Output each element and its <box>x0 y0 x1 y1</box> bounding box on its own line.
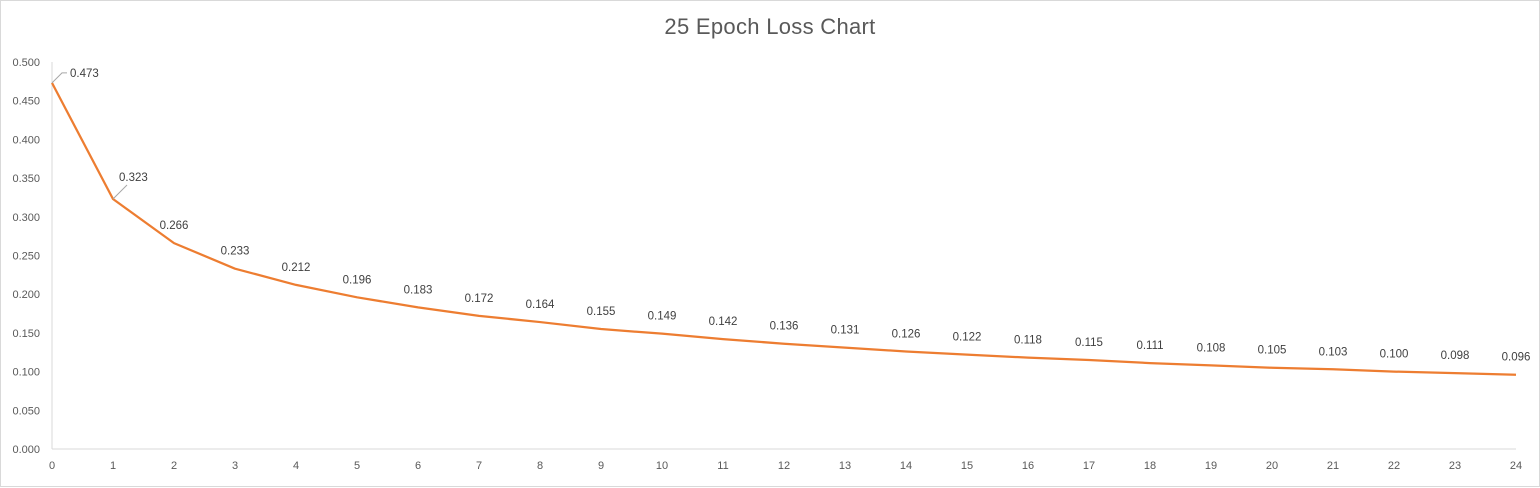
data-label: 0.172 <box>465 293 494 305</box>
data-label: 0.111 <box>1136 340 1163 352</box>
x-axis-tick-labels: 0 1 2 3 4 5 6 7 8 9 10 11 12 13 14 15 16 17 18 19 20 21 22 23 24 <box>49 460 1522 472</box>
x-tick-label: 13 <box>839 460 851 472</box>
data-label: 0.118 <box>1014 335 1042 347</box>
x-tick-label: 17 <box>1083 460 1095 472</box>
data-labels: 0.473 0.323 0.266 0.233 0.212 0.196 0.183 0.172… <box>51 68 1531 364</box>
x-tick-label: 10 <box>656 460 668 472</box>
series-layer <box>51 82 1517 376</box>
x-tick-label: 12 <box>778 460 790 472</box>
data-label: 0.142 <box>709 316 738 328</box>
x-tick-label: 19 <box>1205 460 1217 472</box>
x-tick-label: 4 <box>293 460 299 472</box>
series-line <box>51 82 1517 376</box>
data-label: 0.266 <box>160 220 189 232</box>
x-tick-label: 11 <box>717 460 728 472</box>
y-tick-label: 0.500 <box>12 57 40 69</box>
data-label: 0.233 <box>221 246 250 258</box>
leader-line <box>112 184 128 200</box>
y-tick-label: 0.400 <box>12 134 40 146</box>
y-tick-label: 0.450 <box>12 96 40 108</box>
x-tick-label: 9 <box>598 460 604 472</box>
x-tick-label: 8 <box>537 460 543 472</box>
data-label: 0.473 <box>70 68 99 80</box>
data-label: 0.122 <box>953 332 982 344</box>
x-tick-label: 15 <box>961 460 973 472</box>
x-tick-label: 6 <box>415 460 421 472</box>
data-label: 0.183 <box>404 284 433 296</box>
data-label: 0.131 <box>831 325 860 337</box>
data-label: 0.098 <box>1441 350 1470 362</box>
y-tick-label: 0.000 <box>12 444 40 456</box>
data-label: 0.164 <box>526 299 555 311</box>
x-tick-label: 0 <box>49 460 55 472</box>
x-tick-label: 22 <box>1388 460 1400 472</box>
y-tick-label: 0.150 <box>12 328 40 340</box>
x-tick-label: 3 <box>232 460 238 472</box>
data-label: 0.196 <box>343 274 372 286</box>
chart-axes <box>51 62 1516 450</box>
data-label: 0.126 <box>892 328 921 340</box>
data-label: 0.155 <box>587 306 616 318</box>
data-label: 0.096 <box>1502 352 1531 364</box>
data-label: 0.323 <box>119 172 148 184</box>
x-tick-label: 24 <box>1510 460 1522 472</box>
x-tick-label: 5 <box>354 460 360 472</box>
x-tick-label: 14 <box>900 460 912 472</box>
data-label: 0.105 <box>1258 345 1287 357</box>
chart-title: 25 Epoch Loss Chart <box>664 14 876 39</box>
y-tick-label: 0.100 <box>12 367 40 379</box>
data-label: 0.212 <box>282 262 311 274</box>
y-tick-label: 0.200 <box>12 289 40 301</box>
y-tick-label: 0.250 <box>12 251 40 263</box>
x-tick-label: 2 <box>171 460 177 472</box>
data-label: 0.115 <box>1075 337 1103 349</box>
data-label: 0.108 <box>1197 342 1226 354</box>
x-tick-label: 23 <box>1449 460 1461 472</box>
leader-line <box>51 72 67 84</box>
data-label: 0.100 <box>1380 349 1409 361</box>
y-axis-tick-labels: 0.000 0.050 0.100 0.150 0.200 0.250 0.300 0.350… <box>12 57 40 456</box>
x-tick-label: 1 <box>110 460 116 472</box>
y-tick-label: 0.350 <box>12 173 40 185</box>
x-tick-label: 21 <box>1327 460 1339 472</box>
y-tick-label: 0.300 <box>12 212 40 224</box>
data-label: 0.103 <box>1319 346 1348 358</box>
x-tick-label: 16 <box>1022 460 1034 472</box>
x-tick-label: 7 <box>476 460 482 472</box>
y-tick-label: 0.050 <box>12 405 40 417</box>
x-tick-label: 18 <box>1144 460 1156 472</box>
data-label: 0.136 <box>770 321 799 333</box>
data-label: 0.149 <box>648 311 677 323</box>
x-tick-label: 20 <box>1266 460 1278 472</box>
